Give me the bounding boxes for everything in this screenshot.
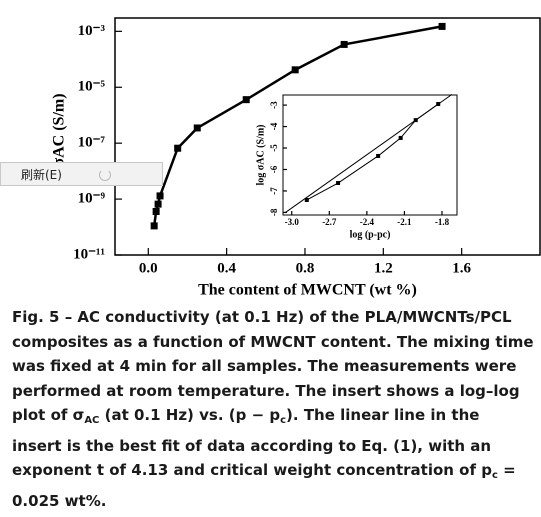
data-point (291, 66, 299, 74)
y-axis-label: σAC (S/m) (51, 93, 68, 166)
series-line (152, 25, 443, 227)
data-point (242, 96, 250, 104)
data-point (156, 192, 164, 200)
y-tick-label: -8 (269, 208, 279, 216)
series-line (285, 93, 453, 213)
y-tick-label: -6 (269, 165, 279, 173)
caption-text: AC (84, 415, 100, 426)
x-tick-label: 0.4 (217, 260, 236, 276)
data-point (376, 153, 381, 158)
x-tick-label: 1.2 (374, 260, 393, 276)
data-point (174, 144, 182, 152)
x-tick-label: -2.7 (322, 217, 337, 227)
y-axis-label: log σAC (S/m) (255, 125, 266, 186)
data-point (154, 200, 162, 208)
x-tick-label: -2.1 (397, 217, 412, 227)
menu-icon (99, 169, 111, 181)
y-tick-label: -7 (269, 187, 279, 195)
caption-text: Fig. 5 – AC conductivity (at 0.1 Hz) of … (12, 308, 534, 424)
x-tick-label: 0.8 (296, 260, 315, 276)
data-point (336, 181, 341, 186)
figure: 0.0 0.4 0.8 1.2 1.6 10⁻¹¹ 10⁻⁹ 10⁻⁷ 10⁻⁵ 10⁻³ The … (51, 17, 541, 299)
x-axis-label: log (p-pc) (350, 229, 391, 240)
data-point (304, 197, 309, 202)
y-tick-label: 10⁻⁹ (78, 191, 106, 207)
plot-frame (282, 94, 458, 216)
x-tick-label: 0.0 (139, 260, 158, 276)
x-tick-label: 1.6 (452, 260, 471, 276)
caption-text: c (280, 415, 287, 426)
y-tick-label: -3 (269, 101, 279, 109)
data-point (152, 207, 160, 215)
caption-text: (at 0.1 Hz) vs. (p − p (99, 406, 281, 424)
x-tick-label: -3.0 (285, 217, 300, 227)
data-point (438, 22, 446, 30)
data-point (340, 40, 348, 48)
context-menu-item[interactable]: 刷新(E) (0, 162, 163, 186)
y-tick-label: -4 (269, 122, 279, 130)
menu-label[interactable]: 刷新(E) (21, 168, 62, 182)
y-tick-label: 10⁻³ (78, 23, 106, 39)
y-tick-label: 10⁻¹¹ (73, 246, 105, 262)
data-point (150, 222, 158, 230)
caption: Fig. 5 – AC conductivity (at 0.1 Hz) of … (12, 305, 534, 513)
caption-text: p (481, 461, 492, 479)
x-tick-label: -1.8 (435, 217, 450, 227)
x-tick-label: -2.4 (360, 217, 375, 227)
y-tick-label: 10⁻⁷ (78, 135, 106, 151)
y-tick-label: 10⁻⁵ (78, 79, 106, 95)
caption-text: = 0.025 wt%. (12, 461, 516, 510)
caption-text: c (491, 470, 498, 481)
x-axis-label: The content of MWCNT (wt %) (198, 282, 417, 299)
data-point (193, 124, 201, 132)
caption-text: ). The linear line in the insert is the … (12, 406, 492, 479)
y-tick-label: -5 (269, 144, 279, 152)
data-point (398, 135, 403, 140)
